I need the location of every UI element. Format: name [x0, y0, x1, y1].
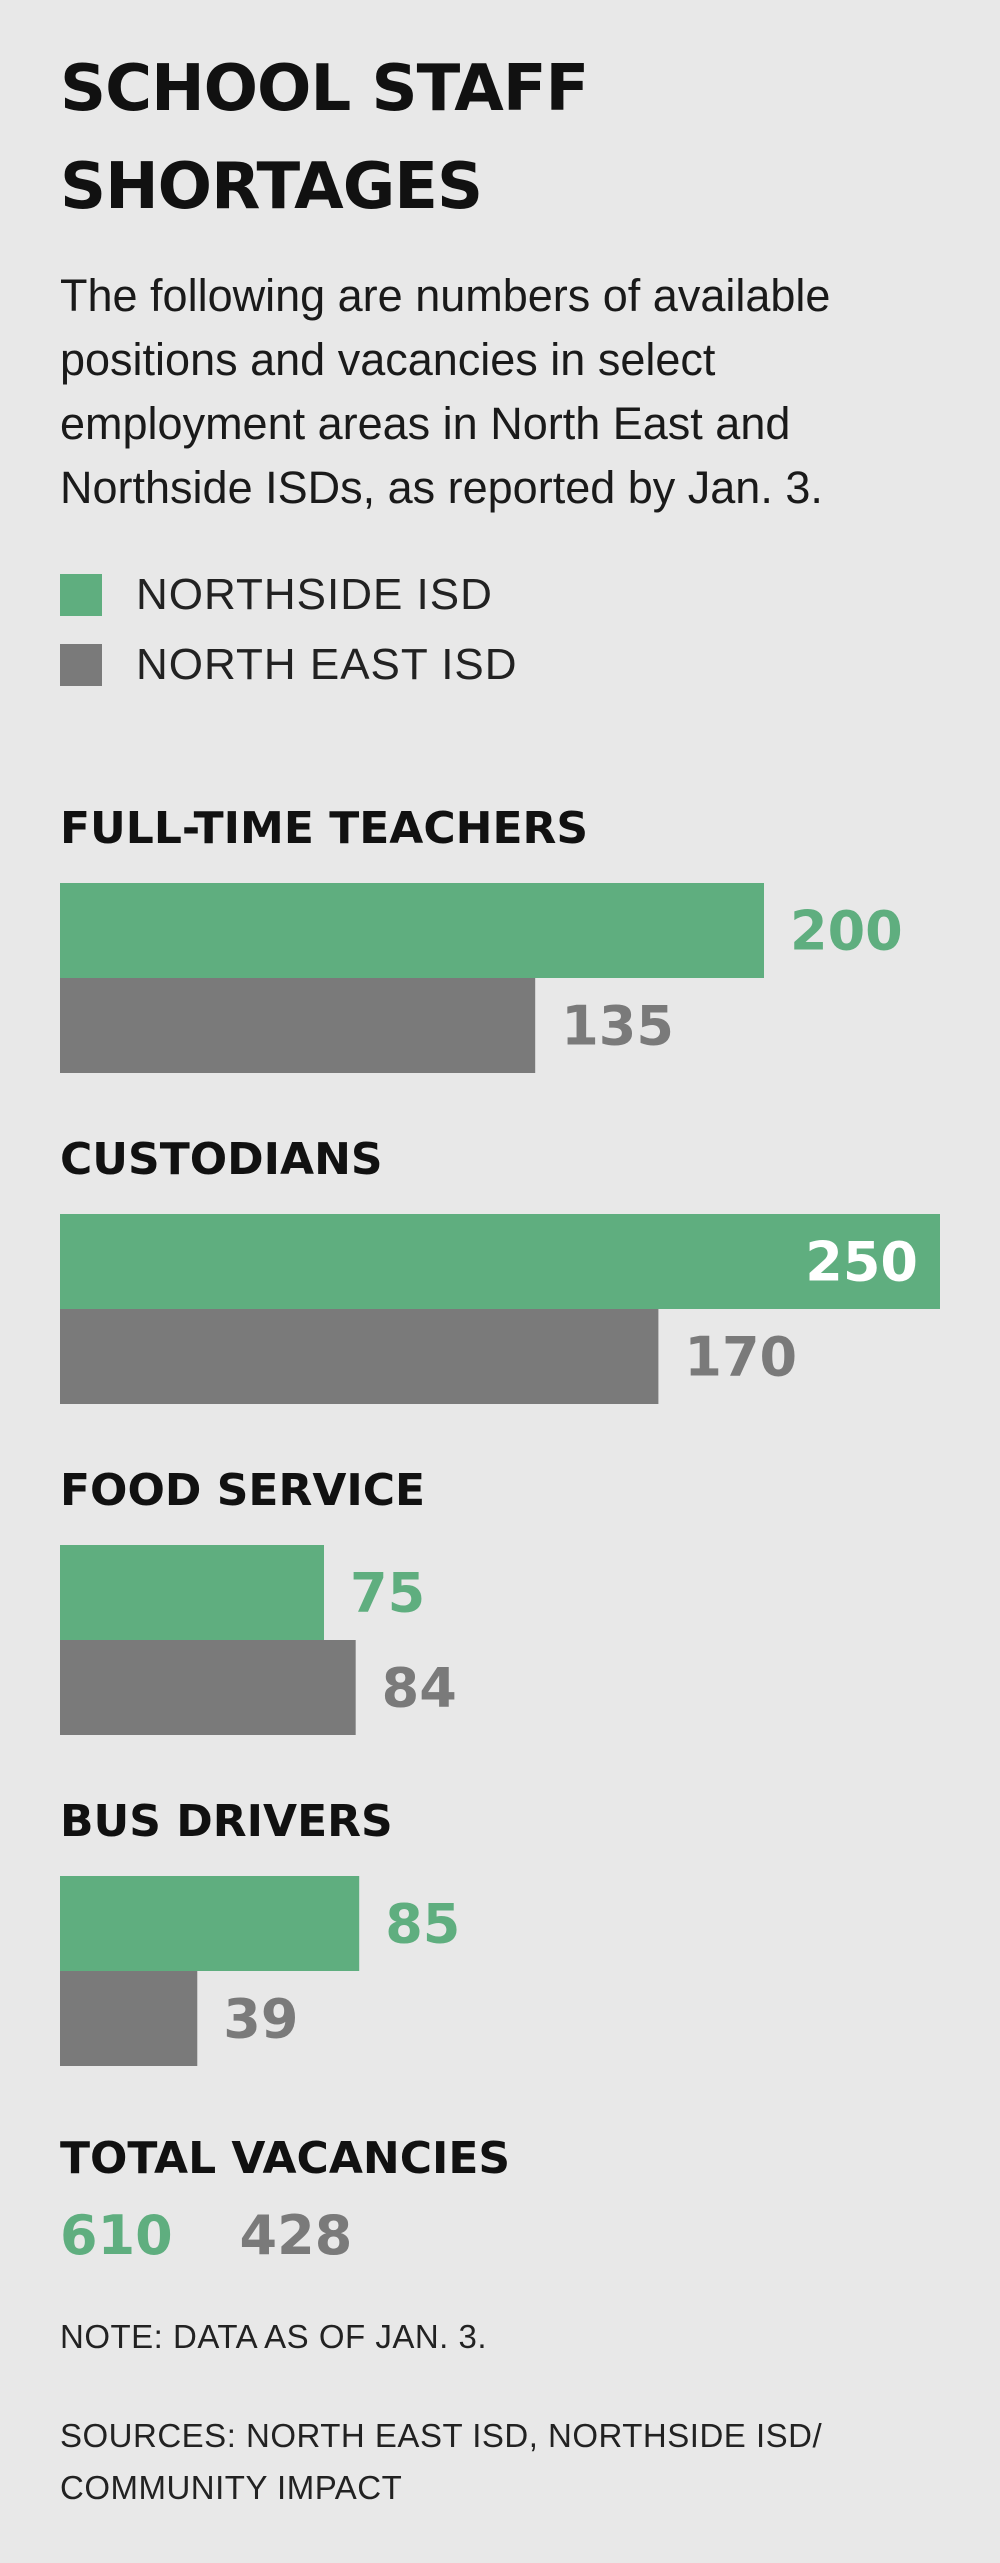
category-label-bus-drivers: BUS DRIVERS	[60, 1796, 393, 1847]
title-line-1: SCHOOL STAFF	[60, 52, 589, 126]
bar-custodians-northside-isd	[60, 1214, 940, 1309]
legend-label-north-east: NORTH EAST ISD	[136, 640, 518, 689]
totals-label: TOTAL VACANCIES	[60, 2133, 511, 2184]
note: NOTE: DATA AS OF JAN. 3.	[60, 2318, 488, 2355]
legend-label-northside: NORTHSIDE ISD	[136, 570, 493, 619]
legend-item-northside: NORTHSIDE ISD	[60, 560, 1000, 630]
totals: 610 428	[60, 2204, 400, 2267]
sources: SOURCES: NORTH EAST ISD, NORTHSIDE ISD/ …	[60, 2417, 823, 2506]
page-title: SCHOOL STAFF SHORTAGES	[60, 40, 1000, 236]
value-label-full-time-teachers-north-east-isd: 135	[561, 995, 674, 1058]
bar-bus-drivers-north-east-isd	[60, 1971, 198, 2066]
category-label-custodians: CUSTODIANS	[60, 1134, 383, 1185]
value-label-custodians-northside-isd: 250	[805, 1231, 918, 1294]
category-label-full-time-teachers: FULL-TIME TEACHERS	[60, 803, 588, 854]
bar-full-time-teachers-northside-isd	[60, 883, 764, 978]
category-label-food-service: FOOD SERVICE	[60, 1465, 425, 1516]
value-label-bus-drivers-north-east-isd: 39	[223, 1988, 298, 2051]
bar-food-service-north-east-isd	[60, 1640, 356, 1735]
bar-food-service-northside-isd	[60, 1545, 324, 1640]
bar-bus-drivers-northside-isd	[60, 1876, 360, 1971]
value-label-full-time-teachers-northside-isd: 200	[790, 900, 903, 963]
bar-custodians-north-east-isd	[60, 1309, 659, 1404]
legend-item-north-east: NORTH EAST ISD	[60, 630, 1000, 700]
legend-swatch-northside	[60, 574, 102, 616]
subtitle: The following are numbers of available p…	[60, 270, 831, 513]
value-label-bus-drivers-northside-isd: 85	[385, 1893, 460, 1956]
title-line-2: SHORTAGES	[60, 150, 483, 224]
value-label-custodians-north-east-isd: 170	[684, 1326, 797, 1389]
bar-full-time-teachers-north-east-isd	[60, 978, 536, 1073]
total-northside: 610	[60, 2204, 173, 2267]
legend: NORTHSIDE ISD NORTH EAST ISD	[60, 560, 1000, 700]
value-label-food-service-north-east-isd: 84	[382, 1657, 457, 1720]
total-north-east: 428	[239, 2204, 353, 2267]
value-label-food-service-northside-isd: 75	[350, 1562, 425, 1625]
legend-swatch-north-east	[60, 644, 102, 686]
